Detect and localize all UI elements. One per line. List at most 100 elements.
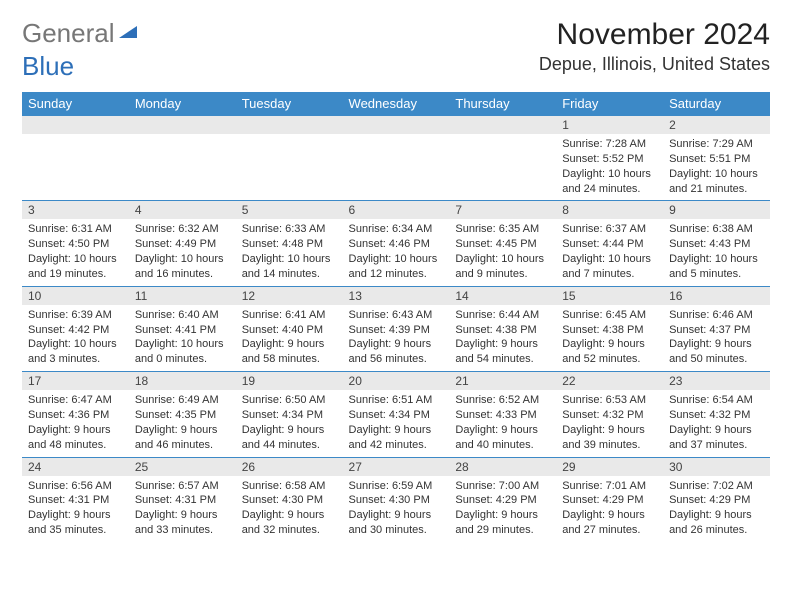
day-number: 14	[449, 287, 556, 305]
calendar-day-cell: 4Sunrise: 6:32 AMSunset: 4:49 PMDaylight…	[129, 201, 236, 286]
location-text: Depue, Illinois, United States	[539, 54, 770, 75]
day-number: 5	[236, 201, 343, 219]
day-number: 12	[236, 287, 343, 305]
calendar-day-cell: 7Sunrise: 6:35 AMSunset: 4:45 PMDaylight…	[449, 201, 556, 286]
day-number: 13	[343, 287, 450, 305]
day-details	[449, 134, 556, 141]
calendar-day-cell: 8Sunrise: 6:37 AMSunset: 4:44 PMDaylight…	[556, 201, 663, 286]
page-title: November 2024	[539, 18, 770, 52]
day-details: Sunrise: 6:57 AMSunset: 4:31 PMDaylight:…	[129, 476, 236, 542]
calendar-week-row: 10Sunrise: 6:39 AMSunset: 4:42 PMDayligh…	[22, 286, 770, 371]
day-number: 28	[449, 458, 556, 476]
day-number: 17	[22, 372, 129, 390]
calendar-week-row: 17Sunrise: 6:47 AMSunset: 4:36 PMDayligh…	[22, 372, 770, 457]
day-details: Sunrise: 6:50 AMSunset: 4:34 PMDaylight:…	[236, 390, 343, 456]
calendar-day-cell: 10Sunrise: 6:39 AMSunset: 4:42 PMDayligh…	[22, 286, 129, 371]
calendar-day-cell	[22, 116, 129, 201]
calendar-week-row: 1Sunrise: 7:28 AMSunset: 5:52 PMDaylight…	[22, 116, 770, 201]
day-details: Sunrise: 7:00 AMSunset: 4:29 PMDaylight:…	[449, 476, 556, 542]
day-details: Sunrise: 6:37 AMSunset: 4:44 PMDaylight:…	[556, 219, 663, 285]
day-details: Sunrise: 6:34 AMSunset: 4:46 PMDaylight:…	[343, 219, 450, 285]
calendar-day-cell: 1Sunrise: 7:28 AMSunset: 5:52 PMDaylight…	[556, 116, 663, 201]
col-tuesday: Tuesday	[236, 92, 343, 116]
day-details: Sunrise: 6:33 AMSunset: 4:48 PMDaylight:…	[236, 219, 343, 285]
day-number	[129, 116, 236, 134]
col-thursday: Thursday	[449, 92, 556, 116]
calendar-day-cell: 2Sunrise: 7:29 AMSunset: 5:51 PMDaylight…	[663, 116, 770, 201]
day-number: 24	[22, 458, 129, 476]
calendar-day-cell	[343, 116, 450, 201]
day-details: Sunrise: 6:35 AMSunset: 4:45 PMDaylight:…	[449, 219, 556, 285]
col-saturday: Saturday	[663, 92, 770, 116]
calendar-day-cell: 20Sunrise: 6:51 AMSunset: 4:34 PMDayligh…	[343, 372, 450, 457]
triangle-icon	[117, 18, 139, 49]
calendar-day-cell: 18Sunrise: 6:49 AMSunset: 4:35 PMDayligh…	[129, 372, 236, 457]
day-number: 21	[449, 372, 556, 390]
day-details: Sunrise: 6:47 AMSunset: 4:36 PMDaylight:…	[22, 390, 129, 456]
col-wednesday: Wednesday	[343, 92, 450, 116]
day-details: Sunrise: 6:58 AMSunset: 4:30 PMDaylight:…	[236, 476, 343, 542]
title-block: November 2024 Depue, Illinois, United St…	[539, 18, 770, 75]
day-details: Sunrise: 6:52 AMSunset: 4:33 PMDaylight:…	[449, 390, 556, 456]
calendar-day-cell: 25Sunrise: 6:57 AMSunset: 4:31 PMDayligh…	[129, 457, 236, 542]
day-number: 30	[663, 458, 770, 476]
day-details: Sunrise: 6:39 AMSunset: 4:42 PMDaylight:…	[22, 305, 129, 371]
col-friday: Friday	[556, 92, 663, 116]
calendar-table: Sunday Monday Tuesday Wednesday Thursday…	[22, 92, 770, 542]
day-number: 10	[22, 287, 129, 305]
weekday-header-row: Sunday Monday Tuesday Wednesday Thursday…	[22, 92, 770, 116]
calendar-day-cell: 9Sunrise: 6:38 AMSunset: 4:43 PMDaylight…	[663, 201, 770, 286]
brand-part2: Blue	[22, 51, 74, 81]
day-details: Sunrise: 6:56 AMSunset: 4:31 PMDaylight:…	[22, 476, 129, 542]
calendar-day-cell: 29Sunrise: 7:01 AMSunset: 4:29 PMDayligh…	[556, 457, 663, 542]
calendar-day-cell: 28Sunrise: 7:00 AMSunset: 4:29 PMDayligh…	[449, 457, 556, 542]
day-details: Sunrise: 6:59 AMSunset: 4:30 PMDaylight:…	[343, 476, 450, 542]
day-details: Sunrise: 6:38 AMSunset: 4:43 PMDaylight:…	[663, 219, 770, 285]
calendar-day-cell: 21Sunrise: 6:52 AMSunset: 4:33 PMDayligh…	[449, 372, 556, 457]
calendar-week-row: 3Sunrise: 6:31 AMSunset: 4:50 PMDaylight…	[22, 201, 770, 286]
calendar-day-cell: 15Sunrise: 6:45 AMSunset: 4:38 PMDayligh…	[556, 286, 663, 371]
day-details: Sunrise: 6:51 AMSunset: 4:34 PMDaylight:…	[343, 390, 450, 456]
day-details: Sunrise: 7:28 AMSunset: 5:52 PMDaylight:…	[556, 134, 663, 200]
calendar-day-cell: 14Sunrise: 6:44 AMSunset: 4:38 PMDayligh…	[449, 286, 556, 371]
day-number: 18	[129, 372, 236, 390]
day-details: Sunrise: 6:45 AMSunset: 4:38 PMDaylight:…	[556, 305, 663, 371]
brand-part1: General	[22, 18, 115, 49]
day-number: 6	[343, 201, 450, 219]
day-number: 9	[663, 201, 770, 219]
day-details: Sunrise: 6:46 AMSunset: 4:37 PMDaylight:…	[663, 305, 770, 371]
day-number: 11	[129, 287, 236, 305]
calendar-day-cell: 12Sunrise: 6:41 AMSunset: 4:40 PMDayligh…	[236, 286, 343, 371]
day-details: Sunrise: 6:54 AMSunset: 4:32 PMDaylight:…	[663, 390, 770, 456]
day-number: 1	[556, 116, 663, 134]
day-number	[22, 116, 129, 134]
day-number: 25	[129, 458, 236, 476]
day-details	[343, 134, 450, 141]
calendar-day-cell: 13Sunrise: 6:43 AMSunset: 4:39 PMDayligh…	[343, 286, 450, 371]
day-details	[22, 134, 129, 141]
day-number	[236, 116, 343, 134]
day-number: 8	[556, 201, 663, 219]
col-sunday: Sunday	[22, 92, 129, 116]
day-details: Sunrise: 7:29 AMSunset: 5:51 PMDaylight:…	[663, 134, 770, 200]
calendar-day-cell: 23Sunrise: 6:54 AMSunset: 4:32 PMDayligh…	[663, 372, 770, 457]
day-number: 20	[343, 372, 450, 390]
day-details	[129, 134, 236, 141]
calendar-day-cell: 17Sunrise: 6:47 AMSunset: 4:36 PMDayligh…	[22, 372, 129, 457]
day-details: Sunrise: 6:44 AMSunset: 4:38 PMDaylight:…	[449, 305, 556, 371]
calendar-day-cell: 19Sunrise: 6:50 AMSunset: 4:34 PMDayligh…	[236, 372, 343, 457]
day-number: 7	[449, 201, 556, 219]
calendar-day-cell: 5Sunrise: 6:33 AMSunset: 4:48 PMDaylight…	[236, 201, 343, 286]
day-number: 16	[663, 287, 770, 305]
calendar-week-row: 24Sunrise: 6:56 AMSunset: 4:31 PMDayligh…	[22, 457, 770, 542]
day-number: 26	[236, 458, 343, 476]
day-number: 23	[663, 372, 770, 390]
day-number: 22	[556, 372, 663, 390]
day-number: 4	[129, 201, 236, 219]
calendar-day-cell: 26Sunrise: 6:58 AMSunset: 4:30 PMDayligh…	[236, 457, 343, 542]
calendar-day-cell: 24Sunrise: 6:56 AMSunset: 4:31 PMDayligh…	[22, 457, 129, 542]
day-details: Sunrise: 6:41 AMSunset: 4:40 PMDaylight:…	[236, 305, 343, 371]
day-details: Sunrise: 6:40 AMSunset: 4:41 PMDaylight:…	[129, 305, 236, 371]
day-number: 29	[556, 458, 663, 476]
day-number: 2	[663, 116, 770, 134]
